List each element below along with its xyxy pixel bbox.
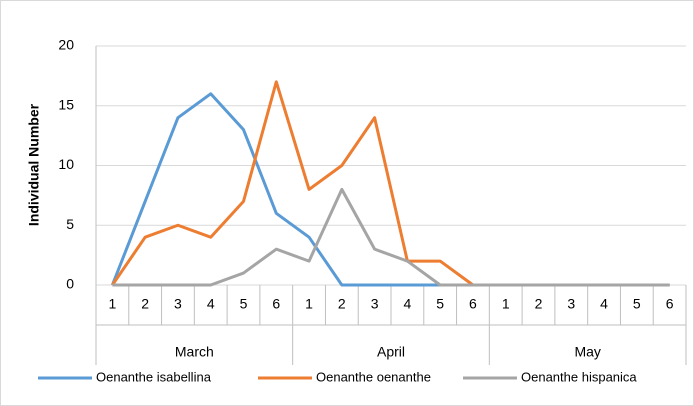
x-tick-label: 5 [240, 296, 248, 312]
legend-label: Oenanthe hispanica [521, 369, 637, 384]
x-tick-label: 2 [338, 296, 346, 312]
group-label: March [175, 344, 214, 360]
x-tick-label: 5 [436, 296, 444, 312]
y-tick-label: 20 [58, 37, 74, 53]
legend-label: Oenanthe oenanthe [316, 369, 431, 384]
series-line [112, 187, 670, 287]
x-tick-label: 4 [600, 296, 608, 312]
x-tick-label: 3 [174, 296, 182, 312]
x-tick-label: 1 [502, 296, 510, 312]
y-tick-label: 0 [66, 276, 74, 292]
x-tick-label: 6 [469, 296, 477, 312]
y-tick-label: 15 [58, 96, 74, 112]
x-tick-label: 6 [666, 296, 674, 312]
group-label: May [574, 344, 600, 360]
x-tick-label: 1 [305, 296, 313, 312]
x-tick-label: 6 [272, 296, 280, 312]
x-tick-label: 2 [141, 296, 149, 312]
x-tick-label: 2 [535, 296, 543, 312]
x-tick-label: 3 [371, 296, 379, 312]
x-tick-label: 5 [633, 296, 641, 312]
x-tick-label: 1 [108, 296, 116, 312]
group-label: April [377, 344, 405, 360]
y-tick-label: 10 [58, 156, 74, 172]
x-tick-label: 4 [207, 296, 215, 312]
legend-label: Oenanthe isabellina [96, 369, 212, 384]
x-tick-label: 3 [567, 296, 575, 312]
y-axis-label: Individual Number [26, 103, 42, 226]
y-tick-label: 5 [66, 216, 74, 232]
x-tick-label: 4 [403, 296, 411, 312]
